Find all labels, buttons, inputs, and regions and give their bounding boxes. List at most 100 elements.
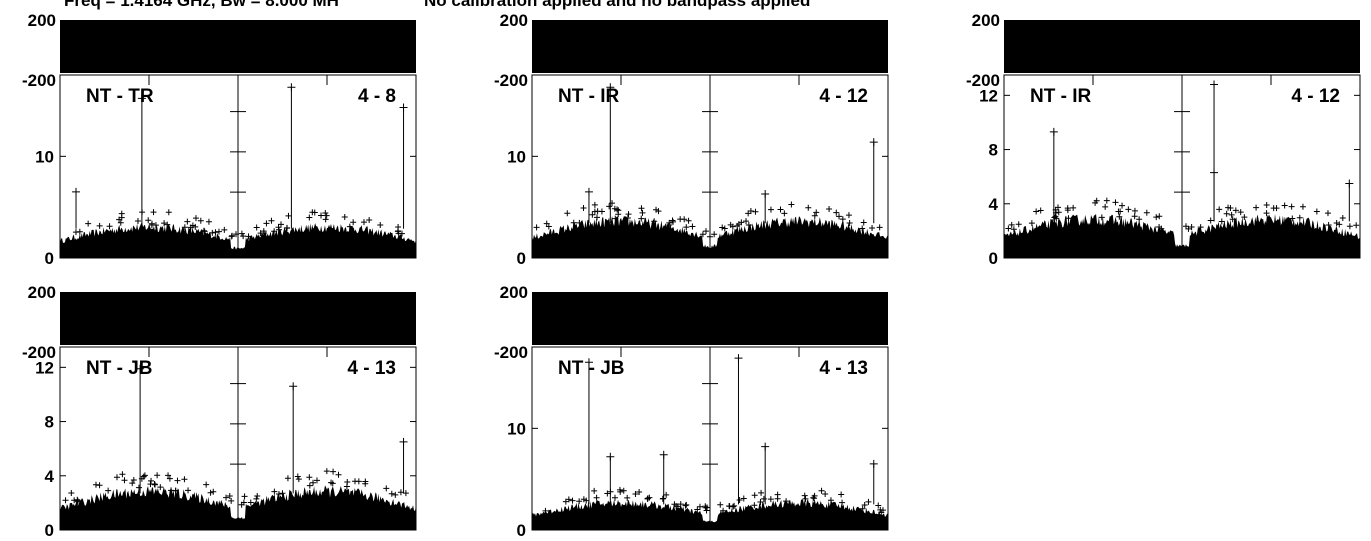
amplitude-point [306, 214, 313, 221]
amplitude-point [105, 487, 112, 494]
amplitude-point [1102, 203, 1109, 210]
panel-1: 200 -200 0 10 NT - TR 4 - 8 [22, 11, 417, 268]
phase-strip [532, 292, 888, 345]
amplitude-point [636, 488, 643, 495]
amplitude-point [134, 217, 141, 224]
amplitude-point [165, 209, 172, 216]
amplitude-point [1098, 214, 1105, 221]
amplitude-point [254, 493, 261, 500]
amplitude-point [362, 478, 369, 485]
amplitude-point [275, 491, 282, 498]
amplitude-point [113, 474, 120, 481]
amplitude-point [669, 217, 676, 224]
amplitude-point [865, 498, 872, 505]
amplitude-point [1232, 207, 1239, 214]
amplitude-point [295, 476, 302, 483]
y-tick-label: 0 [517, 249, 526, 268]
y-tick-label: 4 [989, 195, 999, 214]
spike-point [869, 459, 878, 468]
amplitude-point [598, 208, 605, 215]
amplitude-point [1010, 226, 1017, 233]
amplitude-point [747, 207, 754, 214]
amplitude-point [241, 493, 248, 500]
amplitude-point [165, 472, 172, 479]
y-tick-label: 4 [45, 467, 55, 486]
amplitude-point [818, 487, 825, 494]
amplitude-point [341, 213, 348, 220]
amplitude-point [71, 497, 78, 504]
amplitude-point [247, 499, 254, 506]
amplitude-point [706, 233, 713, 240]
baseline-label: NT - TR [86, 86, 154, 107]
antenna-label: 4 - 13 [819, 358, 868, 379]
amplitude-point [1225, 204, 1232, 211]
amplitude-point [751, 492, 758, 499]
amplitude-point [813, 209, 820, 216]
amplitude-point [229, 232, 236, 239]
amplitude-point [758, 489, 765, 496]
amplitude-point [1188, 223, 1195, 230]
amplitude-point [783, 498, 790, 505]
amplitude-point [1296, 214, 1303, 221]
amplitude-point [570, 219, 577, 226]
amplitude-point [119, 471, 126, 478]
amplitude-point [704, 504, 711, 511]
amplitude-point [221, 226, 228, 233]
amplitude-point [200, 227, 207, 234]
spike-point [72, 187, 81, 196]
amplitude-point [164, 221, 171, 228]
amplitude-point [392, 491, 399, 498]
amplitude-point [323, 468, 330, 475]
amplitude-point [306, 474, 313, 481]
amplitude-point [245, 233, 252, 240]
amplitude-point [85, 220, 92, 227]
amplitude-point [743, 218, 750, 225]
phase-strip [532, 20, 888, 73]
y-tick-label: 12 [35, 358, 54, 377]
amplitude-point [1092, 199, 1099, 206]
amplitude-point [638, 205, 645, 212]
amplitude-point [624, 215, 631, 222]
amplitude-point [398, 230, 405, 237]
amplitude-band [60, 222, 416, 258]
amplitude-point [696, 503, 703, 510]
amplitude-point [161, 220, 168, 227]
amplitude-point [593, 214, 600, 221]
phase-tick-label: -200 [966, 71, 1000, 90]
amplitude-point [1333, 220, 1340, 227]
amplitude-point [285, 212, 292, 219]
phase-tick-label: 200 [972, 11, 1000, 30]
amplitude-point [1143, 209, 1150, 216]
phase-tick-label: 200 [500, 283, 528, 302]
amplitude-point [181, 476, 188, 483]
y-tick-label: 8 [45, 413, 54, 432]
amplitude-point [129, 480, 136, 487]
amplitude-point [565, 496, 572, 503]
amplitude-point [1253, 204, 1260, 211]
amplitude-point [268, 217, 275, 224]
amplitude-point [740, 495, 747, 502]
amplitude-point [397, 489, 404, 496]
amplitude-point [875, 502, 882, 509]
amplitude-point [74, 497, 81, 504]
baseline-label: NT - JB [86, 358, 153, 379]
amplitude-point [861, 502, 868, 509]
spike-point [734, 354, 743, 363]
antenna-label: 4 - 8 [358, 86, 396, 107]
amplitude-point [845, 212, 852, 219]
panel-5: 200 -200 0 10 NT - JB 4 - 13 [494, 283, 889, 540]
amplitude-point [564, 210, 571, 217]
phase-tick-label: 200 [500, 11, 528, 30]
phase-tick-label: -200 [494, 343, 528, 362]
amplitude-point [839, 499, 846, 506]
amplitude-point [694, 506, 701, 513]
amplitude-point [294, 473, 301, 480]
amplitude-point [674, 503, 681, 510]
amplitude-point [330, 468, 337, 475]
amplitude-point [1156, 223, 1163, 230]
amplitude-point [118, 210, 125, 217]
spike-point [761, 189, 770, 198]
spike-point [136, 364, 145, 373]
amplitude-point [1156, 213, 1163, 220]
